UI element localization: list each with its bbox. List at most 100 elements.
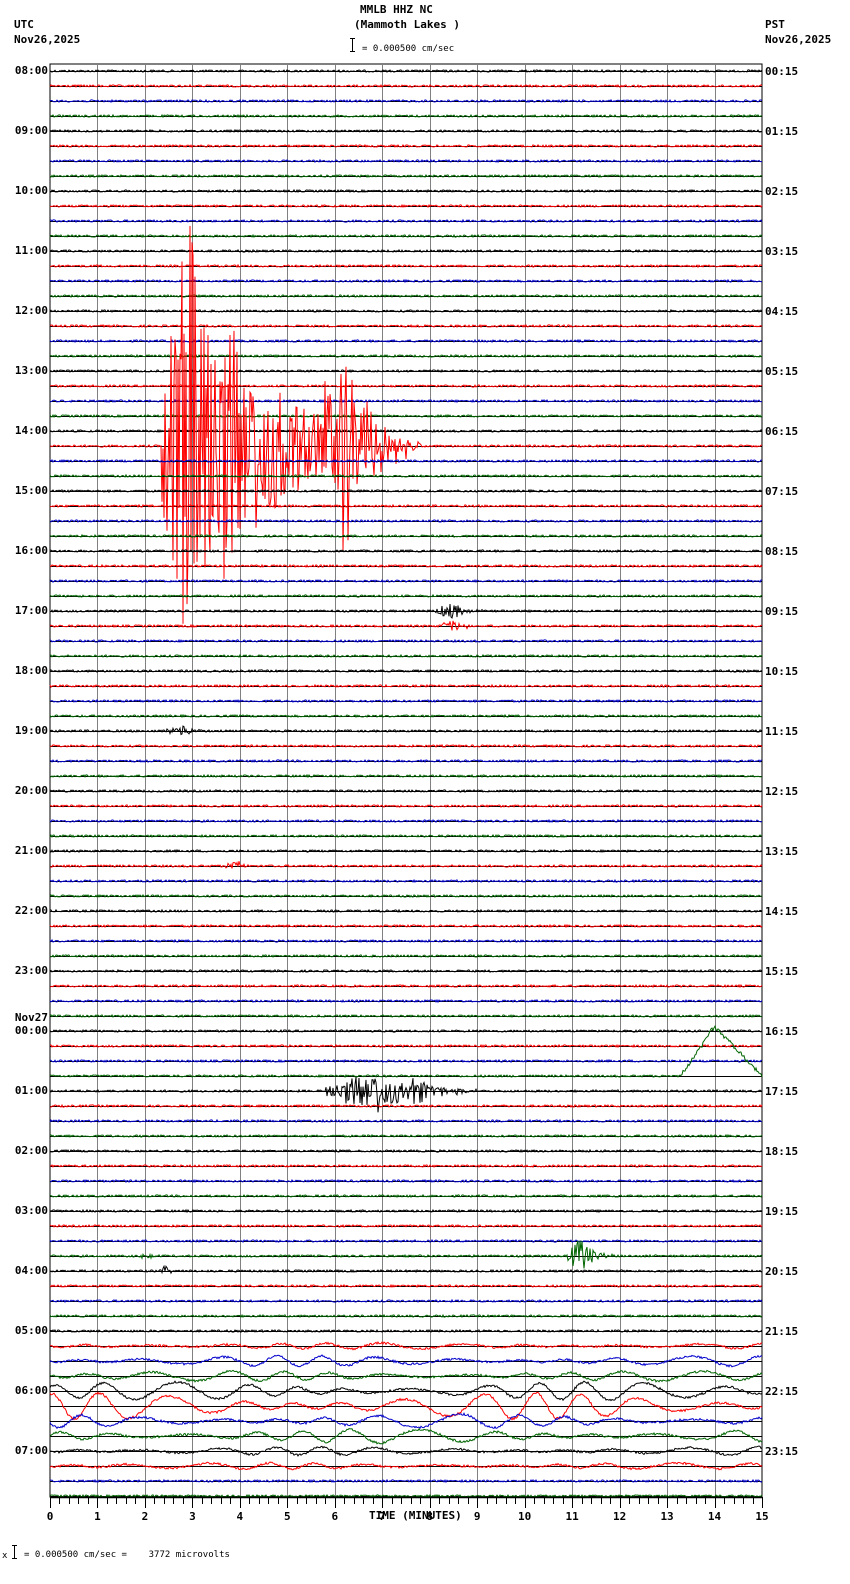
trace-row	[49, 1208, 763, 1214]
utc-hour-label: 02:00	[14, 1144, 48, 1157]
trace-row	[49, 128, 763, 134]
utc-hour-label: 20:00	[14, 784, 48, 797]
trace-row	[49, 788, 763, 794]
trace-row	[49, 713, 763, 719]
trace-row	[49, 1412, 763, 1430]
x-tick-label: 4	[236, 1510, 244, 1523]
pst-hour-label: 10:15	[765, 665, 799, 678]
utc-hour-label: 16:00	[14, 544, 48, 557]
utc-hour-label: 10:00	[14, 184, 48, 197]
trace-row	[50, 773, 762, 779]
left-timezone: UTC	[14, 18, 34, 31]
x-tick-label: 8	[426, 1510, 434, 1523]
trace-row	[49, 533, 763, 539]
pst-hour-label: 21:15	[765, 1325, 799, 1338]
pst-hour-label: 15:15	[765, 965, 799, 978]
utc-hour-label: 04:00	[14, 1264, 48, 1277]
x-axis-title: TIME (MINUTES)	[369, 1509, 462, 1522]
station-location: (Mammoth Lakes )	[354, 18, 460, 31]
trace-row	[49, 203, 763, 209]
trace-row	[49, 1223, 763, 1229]
seismic-traces	[49, 68, 763, 1499]
trace-row	[49, 413, 763, 419]
x-tick-label: 12	[612, 1510, 627, 1523]
trace-row	[49, 1354, 763, 1368]
x-tick-label: 6	[331, 1510, 339, 1523]
utc-hour-label: 14:00	[14, 424, 48, 437]
pst-hour-label: 20:15	[765, 1265, 799, 1278]
trace-row	[49, 1058, 763, 1064]
utc-hour-label: 11:00	[14, 244, 48, 257]
trace-row	[49, 953, 763, 959]
scale-bar-icon	[352, 38, 353, 52]
trace-row	[49, 1076, 763, 1113]
utc-hour-label: 00:00	[14, 1024, 48, 1037]
x-tick-label: 2	[141, 1510, 149, 1523]
trace-row	[49, 848, 763, 854]
trace-row	[49, 683, 763, 689]
trace-row	[49, 1369, 763, 1383]
trace-row	[49, 233, 763, 239]
utc-hour-label: 05:00	[14, 1324, 48, 1337]
utc-hour-label: 23:00	[14, 964, 48, 977]
footer-scale-bar-cap-top	[12, 1545, 17, 1546]
trace-row	[49, 1445, 763, 1457]
trace-row	[49, 1478, 763, 1484]
x-tick-label: 0	[46, 1510, 54, 1523]
pst-hour-label: 00:15	[765, 65, 799, 78]
trace-row	[49, 725, 763, 736]
trace-row	[49, 1428, 763, 1445]
trace-row	[49, 893, 763, 899]
x-tick-label: 5	[284, 1510, 291, 1523]
utc-hour-label: 21:00	[14, 844, 48, 857]
trace-row	[49, 1013, 763, 1019]
footer-marker: x	[2, 1551, 8, 1561]
trace-row	[49, 458, 763, 464]
trace-row	[49, 638, 763, 644]
left-date: Nov26,2025	[14, 33, 81, 46]
trace-row	[49, 878, 763, 884]
x-tick-label: 9	[473, 1510, 481, 1523]
x-tick-label: 11	[565, 1510, 579, 1523]
trace-row	[49, 1024, 763, 1079]
pst-hour-label: 08:15	[765, 545, 799, 558]
trace-row	[49, 1264, 763, 1275]
utc-hour-label: 13:00	[14, 364, 48, 377]
trace-row	[49, 158, 763, 164]
trace-row	[49, 113, 763, 119]
trace-row	[49, 653, 763, 659]
trace-row	[49, 338, 763, 344]
pst-hour-label: 13:15	[765, 845, 799, 858]
trace-row	[49, 833, 763, 839]
trace-row	[49, 698, 763, 704]
trace-row	[49, 368, 763, 374]
trace-row	[49, 473, 763, 479]
right-date: Nov26,2025	[765, 33, 832, 46]
trace-row	[49, 803, 763, 809]
trace-row	[49, 1118, 763, 1124]
trace-row	[49, 1103, 763, 1109]
trace-row	[49, 488, 763, 494]
x-tick-label: 14	[707, 1510, 722, 1523]
utc-hour-label: 18:00	[14, 664, 48, 677]
trace-row	[49, 548, 763, 554]
footer-scale-text: = 0.000500 cm/sec = 3772 microvolts	[24, 1550, 230, 1560]
trace-row	[49, 1380, 763, 1402]
x-tick-label: 10	[518, 1510, 532, 1523]
pst-hour-label: 16:15	[765, 1025, 799, 1038]
trace-row	[49, 998, 763, 1004]
pst-hour-label: 09:15	[765, 605, 799, 618]
pst-hour-label: 01:15	[765, 125, 799, 138]
scale-bar-cap-bottom	[350, 51, 355, 52]
right-timezone: PST	[765, 18, 785, 31]
pst-hour-label: 04:15	[765, 305, 799, 318]
utc-hour-label: 06:00	[14, 1384, 48, 1397]
trace-row	[49, 293, 763, 299]
trace-row	[49, 143, 763, 149]
trace-row	[49, 1283, 763, 1289]
trace-row	[49, 518, 763, 524]
trace-row	[49, 923, 763, 929]
trace-row	[49, 578, 763, 584]
date-change-label: Nov27	[14, 1011, 48, 1024]
x-tick-label: 15	[755, 1510, 769, 1523]
